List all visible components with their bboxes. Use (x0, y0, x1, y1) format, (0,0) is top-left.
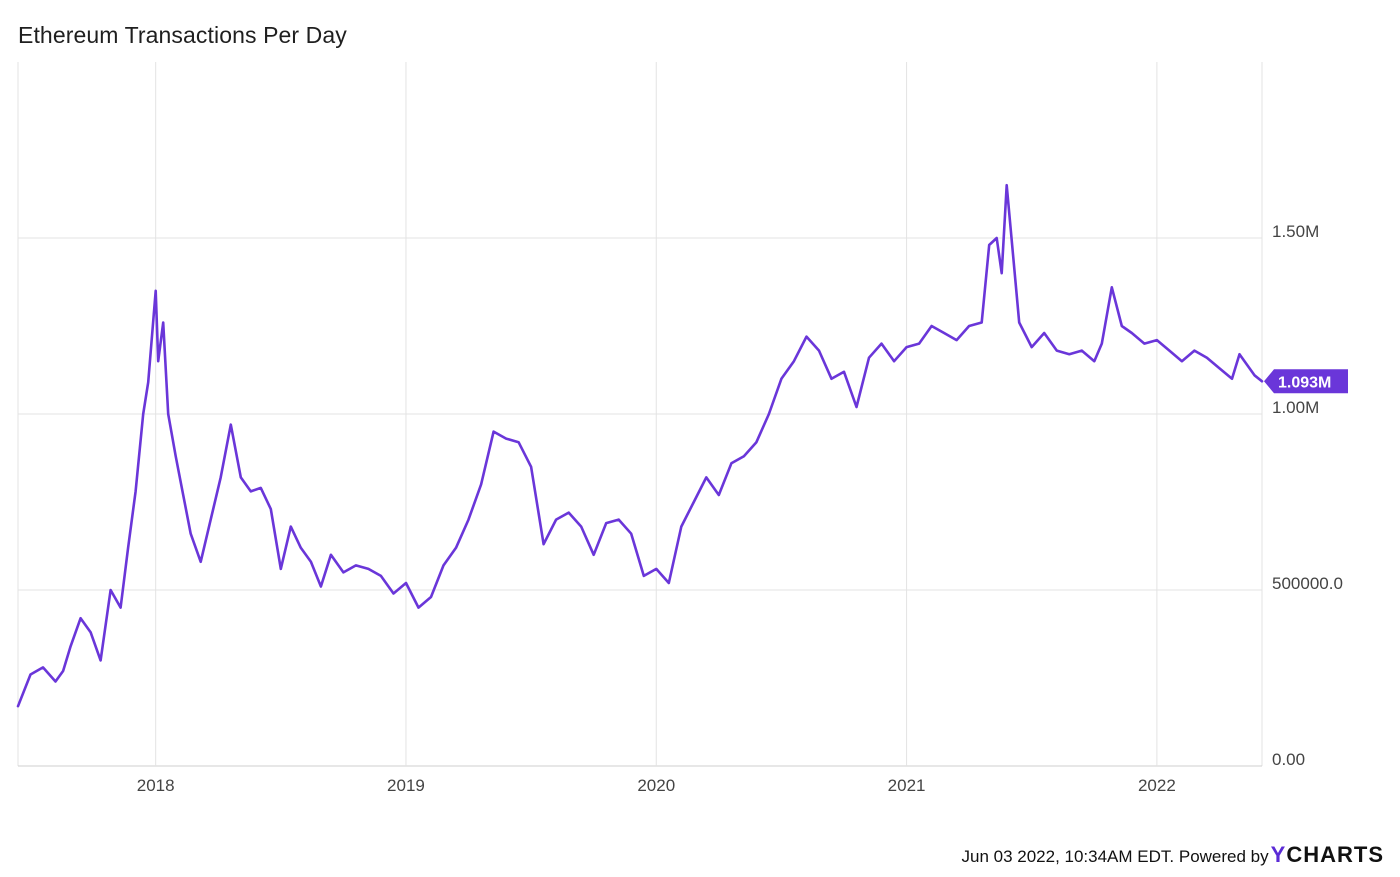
y-tick-label: 1.50M (1272, 222, 1319, 241)
last-value-label: 1.093M (1278, 374, 1331, 391)
y-tick-label: 0.00 (1272, 750, 1305, 769)
ycharts-logo-rest: CHARTS (1286, 842, 1384, 867)
footer: Jun 03 2022, 10:34AM EDT. Powered by YCH… (961, 842, 1384, 868)
chart-title: Ethereum Transactions Per Day (18, 22, 347, 48)
y-tick-label: 1.00M (1272, 398, 1319, 417)
ycharts-logo[interactable]: YCHARTS (1271, 842, 1384, 868)
x-tick-label: 2022 (1138, 776, 1176, 795)
x-tick-label: 2018 (137, 776, 175, 795)
ycharts-logo-y: Y (1270, 842, 1287, 867)
y-tick-label: 500000.0 (1272, 574, 1343, 593)
footer-timestamp: Jun 03 2022, 10:34AM EDT. (961, 847, 1175, 866)
axis-layer: 2018 2019 2020 2021 2022 0.00 500000.0 1.00M 1.5… (137, 222, 1343, 795)
x-tick-label: 2021 (888, 776, 926, 795)
footer-powered-by: Powered by (1178, 847, 1269, 866)
grid-layer (17, 62, 1263, 767)
series-layer (16, 183, 1264, 708)
series-line (16, 183, 1264, 708)
last-value-badge (1264, 369, 1348, 394)
x-tick-label: 2020 (637, 776, 675, 795)
x-tick-label: 2019 (387, 776, 425, 795)
label-layer: 1.093M (1264, 369, 1348, 394)
